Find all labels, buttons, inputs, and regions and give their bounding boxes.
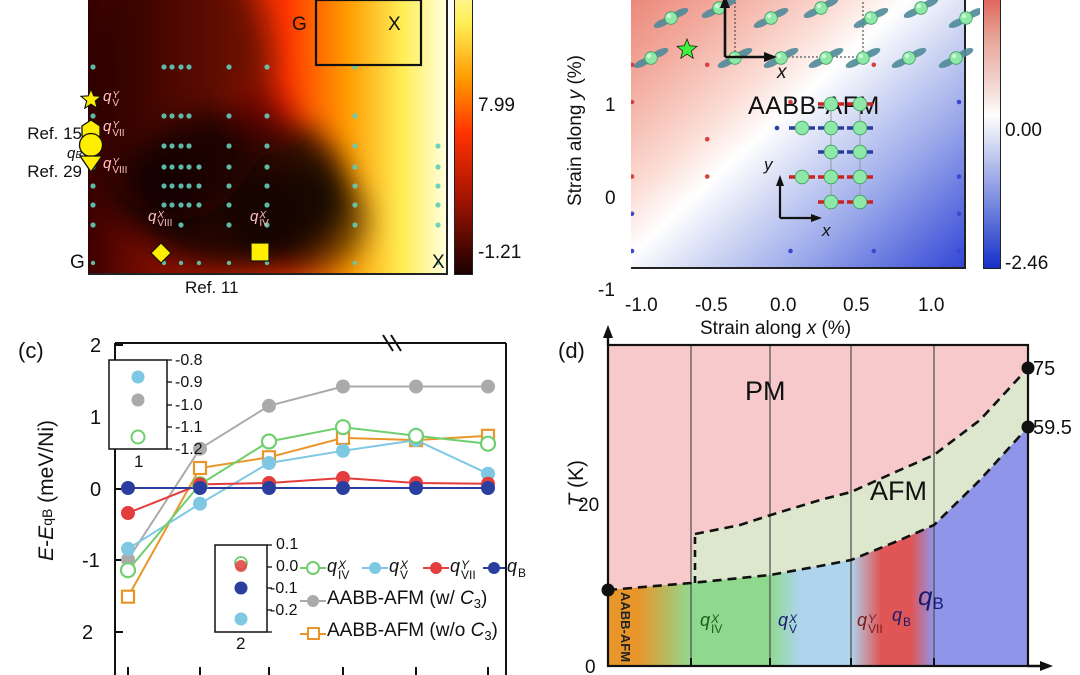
svg-text:PM: PM	[745, 376, 786, 406]
svg-text:AFM: AFM	[870, 476, 927, 506]
